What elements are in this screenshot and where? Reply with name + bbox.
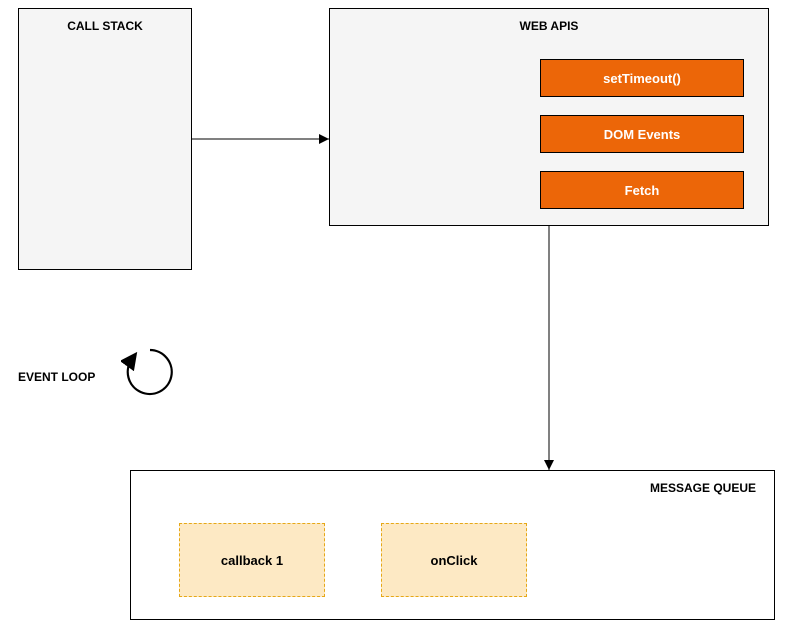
queue-item: callback 1: [179, 523, 325, 597]
message-queue-box: MESSAGE QUEUE callback 1 onClick: [130, 470, 775, 620]
web-api-item: DOM Events: [540, 115, 744, 153]
web-api-item-label: DOM Events: [604, 127, 681, 142]
message-queue-label: MESSAGE QUEUE: [650, 481, 756, 495]
queue-item: onClick: [381, 523, 527, 597]
call-stack-label: CALL STACK: [19, 19, 191, 33]
call-stack-box: CALL STACK: [18, 8, 192, 270]
web-api-item: Fetch: [540, 171, 744, 209]
queue-item-label: onClick: [431, 553, 478, 568]
web-apis-box: WEB APIS setTimeout() DOM Events Fetch: [329, 8, 769, 226]
web-api-item: setTimeout(): [540, 59, 744, 97]
queue-item-label: callback 1: [221, 553, 283, 568]
web-apis-label: WEB APIS: [330, 19, 768, 33]
event-loop-label: EVENT LOOP: [18, 370, 95, 384]
web-api-item-label: setTimeout(): [603, 71, 681, 86]
event-loop-icon: [121, 343, 179, 401]
web-api-item-label: Fetch: [625, 183, 660, 198]
